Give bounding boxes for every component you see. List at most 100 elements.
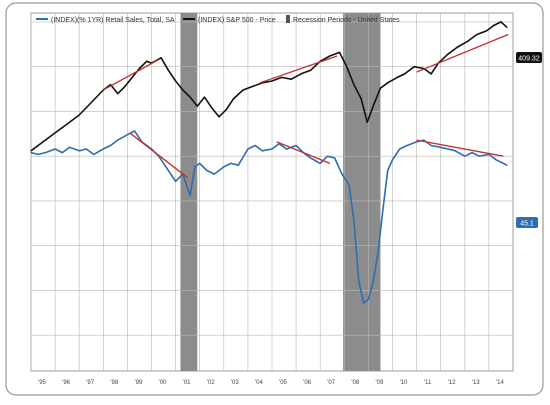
sp500-value-badge: 409.32 [516,52,542,63]
x-tick-label: '07 [327,380,335,386]
data-point-retail [126,134,128,136]
data-point-retail [37,153,39,155]
data-point-sp500 [353,84,355,86]
data-point-sp500 [124,85,126,87]
legend: (INDEX)(% 1YR) Retail Sales, Total, SA (… [36,15,400,24]
retail-value-badge: 45.1 [516,217,538,228]
data-point-retail [194,166,196,168]
data-point-retail [199,162,201,164]
data-point-retail [430,144,432,147]
data-point-sp500 [90,101,92,104]
data-point-retail [285,148,288,150]
data-point-sp500 [225,109,227,111]
sp500-badge-value: 409.32 [518,56,540,63]
data-point-sp500 [54,132,56,134]
data-point-sp500 [466,41,468,43]
x-tick-label: '03 [231,380,239,386]
data-point-retail [69,146,71,148]
data-point-sp500 [78,114,80,116]
trendline-retail-4 [129,132,189,179]
data-point-retail [319,162,321,164]
data-point-retail [261,150,263,152]
data-point-sp500 [131,76,133,78]
data-point-sp500 [117,93,119,95]
data-point-sp500 [329,55,331,57]
data-point-retail [254,144,256,147]
data-point-retail [391,159,394,161]
data-point-retail [54,148,56,150]
data-point-retail [247,148,249,150]
data-point-retail [406,144,408,147]
data-point-retail [134,130,136,132]
data-point-retail [102,148,104,150]
data-point-retail [372,280,374,283]
data-point-sp500 [360,98,362,100]
data-point-retail [502,162,504,164]
legend-label-sp500: (INDEX) S&P 500 - Price [198,17,276,24]
data-point-sp500 [211,107,213,109]
data-point-retail [334,157,336,159]
data-point-retail [78,150,80,152]
data-point-sp500 [366,121,368,123]
data-point-sp500 [300,73,302,75]
data-point-sp500 [476,33,478,36]
data-point-sp500 [189,96,191,98]
data-point-sp500 [66,123,68,125]
data-point-sp500 [500,21,502,23]
trendline-retail-5 [276,141,331,164]
data-point-retail [341,173,343,175]
x-tick-label: '97 [86,380,94,386]
trendline-sp500-2 [259,55,338,84]
data-point-retail [109,144,112,147]
x-tick-label: '04 [255,380,263,386]
data-point-retail [206,169,208,172]
data-point-retail [454,150,456,152]
data-point-retail [230,162,232,164]
x-tick-label: '12 [448,380,456,386]
data-point-sp500 [493,24,495,27]
x-tick-label: '99 [134,380,142,386]
trendline-sp500-1 [102,58,160,91]
data-point-retail [117,139,119,141]
data-point-retail [447,148,449,150]
data-point-retail [326,155,328,157]
data-point-sp500 [196,105,198,107]
legend-label-retail: (INDEX)(% 1YR) Retail Sales, Total, SA [51,17,175,24]
data-point-retail [175,180,177,182]
data-point-sp500 [182,89,184,91]
data-point-retail [506,164,508,166]
data-point-retail [30,152,32,154]
data-point-sp500 [242,89,244,91]
data-point-sp500 [372,105,374,107]
data-point-retail [213,173,215,175]
data-point-retail [353,220,355,222]
data-point-retail [423,139,425,141]
data-point-retail [85,148,87,150]
data-point-sp500 [430,73,432,75]
data-point-sp500 [271,80,273,82]
data-point-retail [310,157,312,159]
data-point-retail [478,155,480,157]
data-point-sp500 [290,78,292,80]
data-point-retail [363,302,365,304]
x-tick-label: '01 [183,380,191,386]
data-point-retail [416,141,418,143]
x-tick-label: '02 [207,380,215,386]
data-point-retail [237,164,239,166]
x-tick-label: '00 [159,380,167,386]
legend-label-recession: Recession Periods - United States [293,17,400,24]
data-point-retail [382,209,384,211]
data-point-retail [295,144,297,147]
data-point-sp500 [160,57,162,59]
data-point-sp500 [146,60,148,62]
data-point-sp500 [485,30,488,32]
data-point-sp500 [457,46,459,48]
data-point-sp500 [252,85,254,87]
trendline-group [102,33,509,179]
data-point-retail [61,152,63,154]
data-point-sp500 [232,98,234,100]
data-point-sp500 [218,116,220,118]
data-point-sp500 [42,141,44,143]
x-tick-label: '98 [110,380,118,386]
data-point-sp500 [281,76,283,78]
